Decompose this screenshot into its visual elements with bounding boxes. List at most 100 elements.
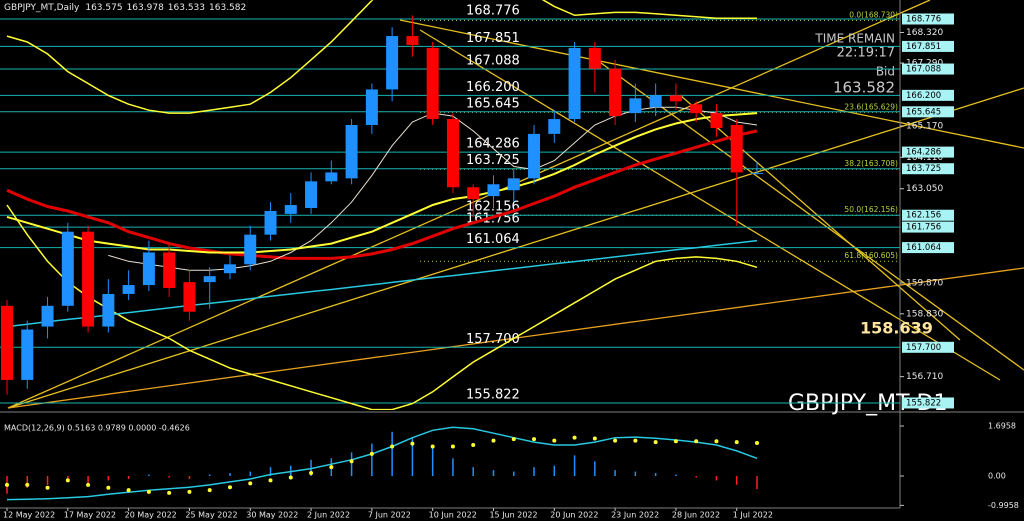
level-axis-label: 161.064 bbox=[906, 243, 941, 253]
level-axis-label: 164.286 bbox=[906, 148, 941, 158]
macd-dot bbox=[329, 465, 334, 470]
macd-dot bbox=[754, 440, 759, 445]
level-axis-label: 155.822 bbox=[906, 398, 941, 408]
macd-dot bbox=[65, 478, 70, 483]
level-label: 163.725 bbox=[466, 153, 520, 168]
close-value: 163.582 bbox=[209, 3, 246, 13]
x-tick-label: 1 Jul 2022 bbox=[733, 511, 773, 520]
macd-dot bbox=[450, 444, 455, 449]
indicator-line bbox=[6, 239, 758, 328]
candle-body bbox=[325, 172, 338, 182]
level-axis-label: 168.776 bbox=[906, 15, 941, 25]
level-axis-box bbox=[902, 341, 954, 353]
level-axis-box bbox=[902, 13, 954, 25]
macd-dot bbox=[633, 438, 638, 443]
level-axis-label: 167.088 bbox=[906, 65, 941, 75]
trendline bbox=[7, 267, 1024, 409]
level-label: 162.156 bbox=[466, 200, 520, 215]
level-label: 167.088 bbox=[466, 54, 520, 69]
candle-body bbox=[487, 184, 500, 197]
y-tick-label: 168.320 bbox=[906, 28, 943, 38]
trendline bbox=[7, 0, 931, 409]
x-tick-label: 20 May 2022 bbox=[125, 511, 177, 520]
macd-dot bbox=[552, 438, 557, 443]
level-axis-box bbox=[902, 146, 954, 158]
level-axis-box bbox=[902, 397, 954, 409]
candle-body bbox=[426, 47, 439, 120]
level-axis-box bbox=[902, 163, 954, 175]
macd-dot bbox=[126, 488, 131, 493]
high-value: 163.978 bbox=[127, 3, 164, 13]
candle-body bbox=[82, 231, 95, 327]
level-label: 166.200 bbox=[466, 80, 520, 95]
macd-dot bbox=[694, 439, 699, 444]
candle-body bbox=[345, 124, 358, 179]
level-axis-box bbox=[902, 106, 954, 118]
y-tick-label: 156.710 bbox=[906, 372, 943, 382]
macd-dot bbox=[167, 490, 172, 495]
y-tick-label: 163.050 bbox=[906, 184, 943, 194]
bid-title: Bid bbox=[876, 65, 895, 79]
macd-dot bbox=[86, 482, 91, 487]
candle-body bbox=[588, 47, 601, 69]
macd-dot bbox=[430, 444, 435, 449]
level-axis-box bbox=[902, 40, 954, 52]
level-label: 161.064 bbox=[466, 232, 520, 247]
macd-dot bbox=[471, 443, 476, 448]
macd-dot bbox=[106, 485, 111, 490]
y-tick-label: 164.110 bbox=[906, 153, 943, 163]
level-label: 168.776 bbox=[466, 4, 520, 19]
candle-body bbox=[730, 124, 743, 173]
candle-body bbox=[365, 89, 378, 125]
x-tick-label: 10 Jun 2022 bbox=[429, 511, 477, 520]
trendline bbox=[399, 19, 1024, 149]
level-axis-box bbox=[902, 209, 954, 221]
macd-dot bbox=[532, 437, 537, 442]
candle-body bbox=[467, 187, 480, 200]
annotation: 158.639 bbox=[860, 319, 933, 338]
macd-dot bbox=[5, 482, 9, 487]
candle-body bbox=[61, 231, 74, 306]
candle-body bbox=[21, 329, 34, 380]
candle-body bbox=[1, 305, 13, 380]
macd-dot bbox=[146, 489, 151, 494]
trendline bbox=[419, 29, 1001, 381]
timer-title: TIME REMAIN bbox=[814, 32, 895, 46]
x-tick-label: 15 Jun 2022 bbox=[489, 511, 537, 520]
fibo-label: 38.2(163.708) bbox=[844, 159, 898, 168]
y-tick-label: 159.870 bbox=[906, 278, 943, 288]
candle-body bbox=[264, 210, 277, 235]
macd-dot bbox=[349, 459, 354, 464]
macd-dot bbox=[288, 475, 293, 480]
indicator-line bbox=[6, 129, 758, 260]
candle-body bbox=[305, 181, 318, 208]
candle-body bbox=[183, 282, 196, 312]
x-tick-label: 28 Jun 2022 bbox=[672, 511, 720, 520]
level-axis-label: 161.756 bbox=[906, 223, 941, 233]
candle-body bbox=[223, 264, 236, 274]
fibo-label: 50.0(162.156) bbox=[844, 205, 898, 214]
candle-body bbox=[244, 234, 257, 265]
level-axis-box bbox=[902, 242, 954, 254]
candle-body bbox=[750, 172, 763, 174]
timer-time: 22:19:17 bbox=[837, 46, 895, 61]
low-value: 163.533 bbox=[168, 3, 205, 13]
candle-body bbox=[203, 276, 216, 283]
candle-body bbox=[629, 98, 642, 114]
level-axis-box bbox=[902, 63, 954, 75]
x-tick-label: 30 May 2022 bbox=[246, 511, 298, 520]
bid-value: 163.582 bbox=[833, 79, 895, 97]
fibo-label: 61.8(160.605) bbox=[844, 251, 898, 260]
level-axis-label: 167.851 bbox=[906, 42, 941, 52]
macd-dot bbox=[714, 439, 719, 444]
x-tick-label: 12 May 2022 bbox=[3, 511, 55, 520]
symbol: GBPJPY_MT,Daily bbox=[4, 3, 80, 13]
candle-body bbox=[710, 113, 723, 128]
candle-body bbox=[284, 205, 297, 214]
candle-body bbox=[41, 305, 54, 327]
macd-label: MACD(12,26,9) 0.5163 0.9789 0.0000 -0.46… bbox=[4, 424, 190, 433]
macd-dot bbox=[309, 471, 314, 476]
level-axis-box bbox=[902, 221, 954, 233]
level-axis-label: 166.200 bbox=[906, 91, 941, 101]
